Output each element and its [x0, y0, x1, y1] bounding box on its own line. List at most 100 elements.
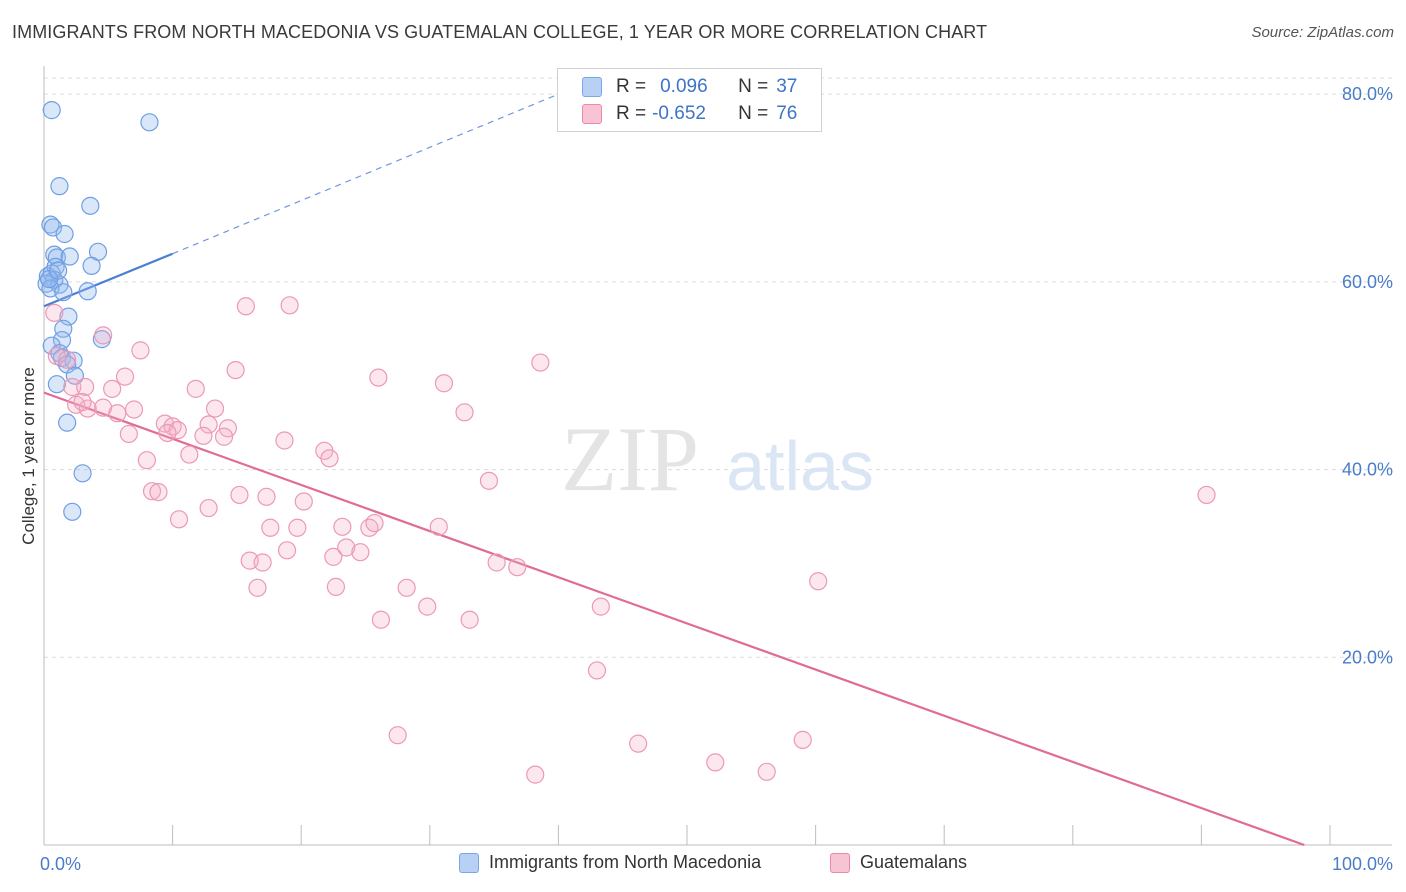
x-tick-label: 100.0% [1332, 854, 1393, 874]
x-tick-label: 0.0% [40, 854, 81, 874]
trend-line-guatemalans [43, 391, 1305, 847]
point-guatemalans [365, 513, 384, 533]
point-guatemalans [757, 762, 776, 781]
point-guatemalans [591, 597, 610, 616]
point-guatemalans [629, 734, 648, 753]
point-guatemalans [199, 498, 218, 518]
point-guatemalans [169, 510, 189, 529]
point-north-macedonia [47, 375, 66, 394]
point-guatemalans [194, 426, 213, 445]
point-guatemalans [63, 377, 82, 397]
point-north-macedonia [63, 502, 82, 521]
point-north-macedonia [42, 336, 61, 355]
point-guatemalans [479, 471, 499, 490]
legend-r-label: R = [616, 103, 647, 124]
point-guatemalans [337, 538, 356, 557]
point-guatemalans [397, 578, 416, 597]
point-guatemalans [508, 558, 527, 577]
point-north-macedonia [42, 101, 61, 120]
point-guatemalans [248, 578, 267, 597]
point-guatemalans [460, 610, 479, 629]
point-guatemalans [124, 400, 144, 419]
point-guatemalans [429, 517, 448, 536]
x-tick-labels: 0.0% 100.0% [40, 854, 1393, 874]
point-guatemalans [526, 765, 545, 784]
point-north-macedonia [54, 283, 73, 302]
legend-swatch-blue [582, 77, 602, 97]
point-guatemalans [280, 296, 299, 315]
point-guatemalans [320, 449, 339, 468]
trend-line-extension [172, 93, 559, 255]
point-north-macedonia [60, 247, 79, 266]
point-guatemalans [142, 482, 162, 501]
y-tick-label: 80.0% [1342, 84, 1393, 104]
point-guatemalans [149, 483, 168, 502]
legend-row-guatemalans: R = -0.652 N = 76 [582, 101, 797, 127]
point-guatemalans [73, 392, 92, 412]
point-north-macedonia [73, 464, 92, 483]
legend-n-label: N = [738, 76, 769, 97]
point-north-macedonia [41, 215, 60, 234]
point-guatemalans [218, 419, 237, 438]
legend-n-label: N = [738, 103, 769, 124]
y-tick-label: 60.0% [1342, 272, 1393, 292]
point-guatemalans [103, 379, 122, 398]
y-tick-label: 20.0% [1342, 647, 1393, 667]
point-guatemalans [706, 753, 725, 772]
series-legend: Immigrants from North Macedonia Guatemal… [0, 852, 1406, 878]
series-legend-north-macedonia: Immigrants from North Macedonia [459, 852, 761, 873]
point-north-macedonia [55, 224, 74, 244]
point-guatemalans [119, 424, 138, 444]
watermark-atlas: atlas [726, 427, 874, 505]
point-guatemalans [369, 368, 388, 387]
point-guatemalans [294, 492, 313, 511]
legend-n-value: 37 [776, 76, 798, 97]
watermark: ZIP atlas [561, 408, 874, 510]
series-name: Immigrants from North Macedonia [489, 852, 762, 872]
point-guatemalans [214, 427, 234, 446]
point-guatemalans [275, 431, 294, 450]
trend-line-north-macedonia [43, 252, 174, 308]
point-north-macedonia [49, 261, 68, 280]
axes [43, 66, 1392, 846]
y-tick-labels: 20.0% 40.0% 60.0% 80.0% [1342, 84, 1393, 667]
point-guatemalans [180, 445, 199, 464]
point-guatemalans [205, 399, 225, 418]
point-guatemalans [168, 421, 187, 440]
point-north-macedonia [78, 282, 97, 301]
point-guatemalans [1197, 485, 1216, 505]
point-north-macedonia [82, 256, 101, 276]
correlation-legend: R = 0.096 N = 37 R = -0.652 N = 76 [557, 68, 822, 132]
legend-n-value: 76 [776, 103, 798, 124]
point-guatemalans [324, 547, 343, 566]
point-guatemalans [587, 661, 607, 680]
trend-lines [43, 93, 1305, 847]
point-guatemalans [199, 415, 218, 434]
point-guatemalans [236, 297, 256, 316]
point-guatemalans [487, 553, 506, 572]
point-north-macedonia [65, 366, 84, 385]
point-guatemalans [371, 610, 391, 629]
point-guatemalans [455, 403, 474, 422]
grid-lines [44, 77, 1392, 658]
point-north-macedonia [50, 177, 69, 196]
point-guatemalans [158, 423, 177, 443]
point-guatemalans [47, 346, 66, 366]
point-guatemalans [418, 597, 437, 616]
point-guatemalans [261, 518, 280, 537]
point-guatemalans [531, 353, 550, 372]
legend-r-value: -0.652 [652, 103, 706, 124]
point-north-macedonia [58, 413, 77, 432]
point-guatemalans [94, 326, 113, 345]
y-axis-label: College, 1 year or more [19, 367, 38, 545]
point-guatemalans [230, 485, 249, 505]
point-guatemalans [226, 360, 245, 380]
legend-r-value: 0.096 [660, 76, 708, 97]
point-guatemalans [137, 451, 156, 470]
source-label: Source: ZipAtlas.com [1251, 24, 1394, 41]
point-guatemalans [288, 518, 307, 537]
y-tick-label: 40.0% [1342, 460, 1393, 480]
series-swatch-blue [459, 852, 479, 873]
point-guatemalans [253, 553, 272, 572]
point-guatemalans [108, 404, 127, 423]
